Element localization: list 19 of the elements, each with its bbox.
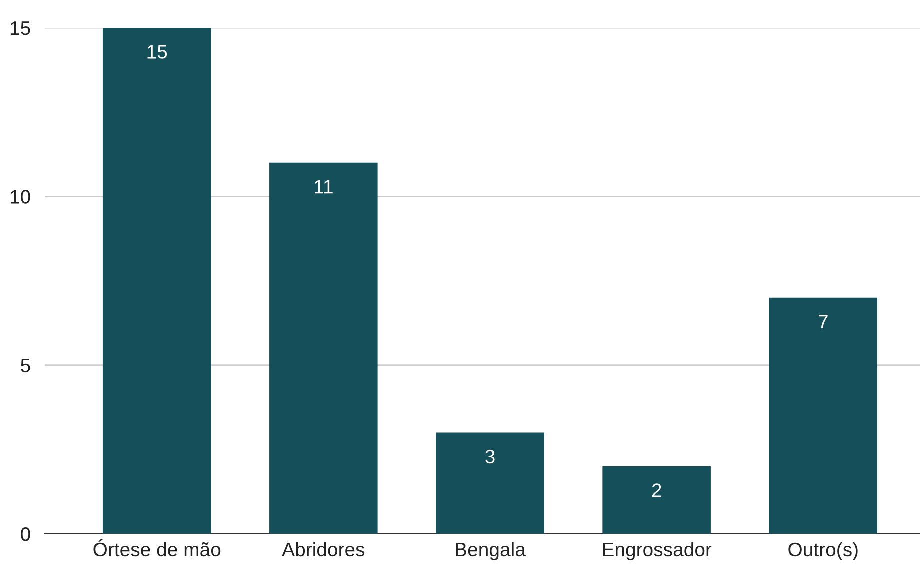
y-tick-label: 0 (21, 527, 30, 542)
data-label: 3 (486, 450, 495, 464)
bar (436, 432, 544, 534)
y-tick-label: 5 (21, 359, 30, 373)
x-tick-label: Outro(s) (788, 542, 858, 560)
bar (602, 466, 711, 534)
y-tick-label: 10 (10, 190, 30, 204)
y-tick-label: 15 (10, 22, 30, 36)
x-tick-label: Bengala (456, 542, 526, 560)
data-label: 11 (315, 180, 333, 194)
data-label: 15 (148, 45, 168, 59)
x-tick-label: Engrossador (603, 542, 712, 560)
bar (270, 162, 378, 534)
data-label: 7 (818, 315, 828, 329)
bar (769, 298, 878, 534)
x-tick-label: Órtese de mão (94, 540, 221, 557)
x-tick-label: Abridores (282, 542, 365, 557)
data-label: 2 (652, 484, 662, 498)
bar (102, 28, 212, 534)
